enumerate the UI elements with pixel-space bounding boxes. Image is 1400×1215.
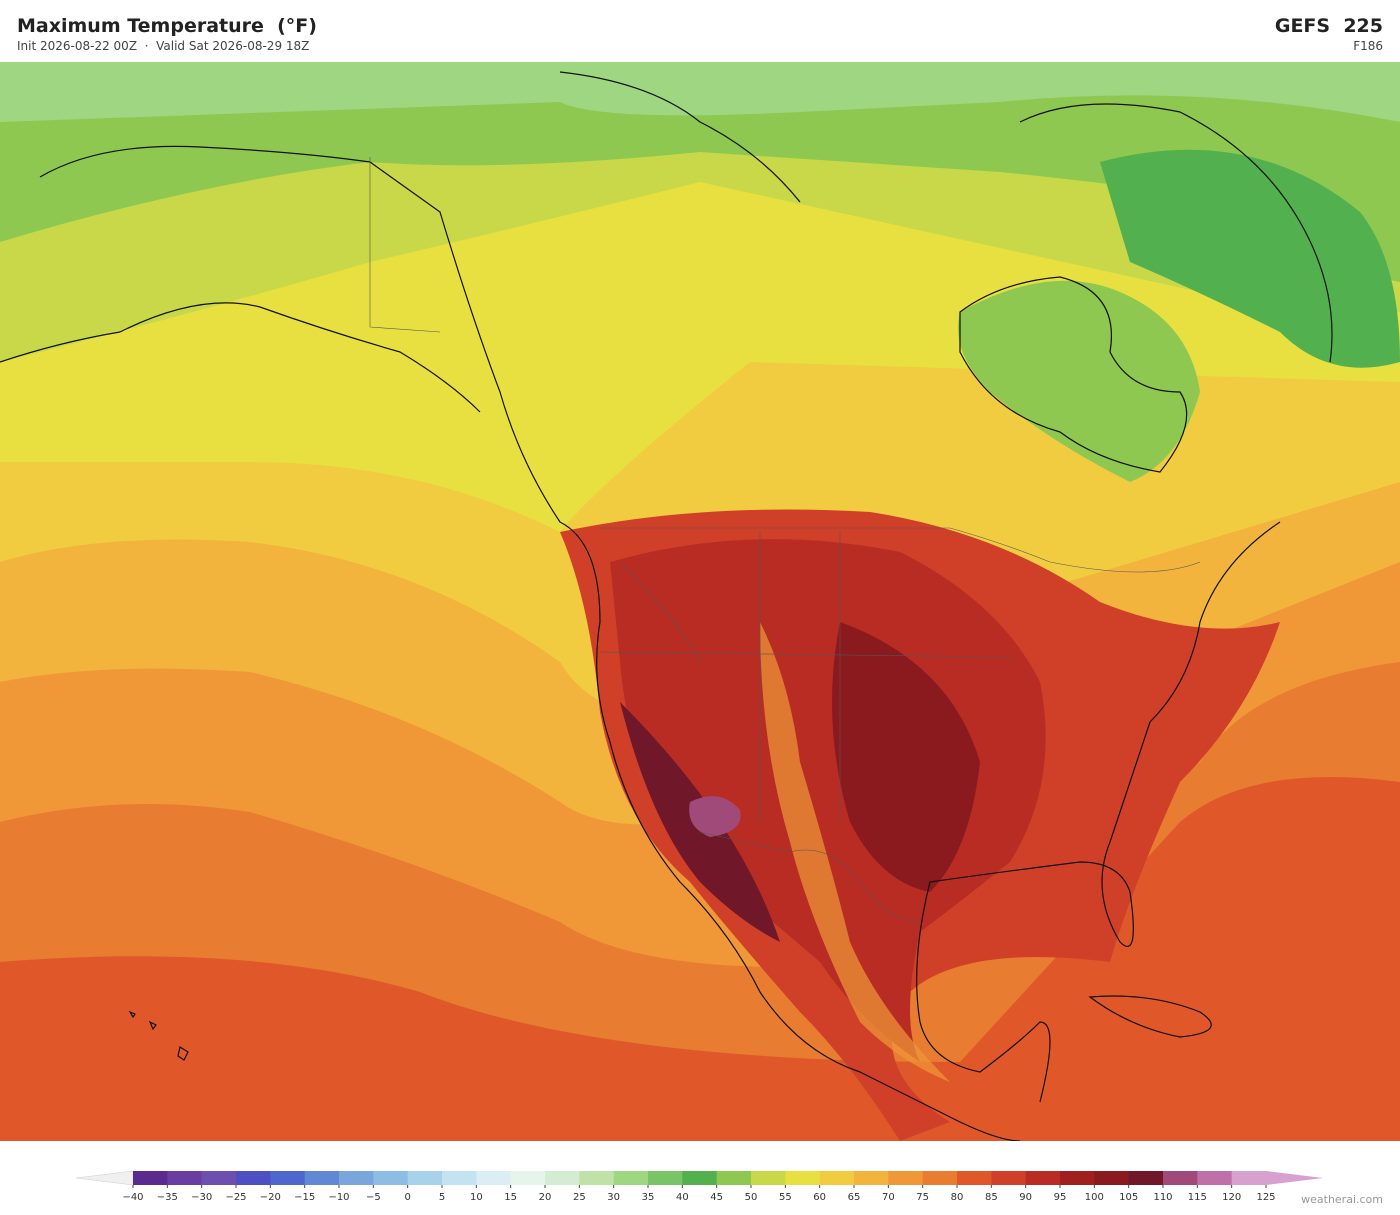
colorbar-swatch xyxy=(751,1171,786,1185)
colorbar-swatch xyxy=(922,1171,958,1185)
colorbar-swatch xyxy=(270,1171,306,1185)
colorbar-swatch xyxy=(613,1171,649,1185)
colorbar-swatch xyxy=(304,1171,340,1185)
colorbar-tick-label: 110 xyxy=(1153,1192,1172,1203)
colorbar-tick-label: 75 xyxy=(916,1192,929,1203)
temp-zone xyxy=(760,622,950,1082)
colorbar-tick-label: 25 xyxy=(573,1192,586,1203)
colorbar-swatch xyxy=(407,1171,443,1185)
credit: weatherai.com xyxy=(1301,1193,1383,1206)
colorbar-tick-label: 95 xyxy=(1054,1192,1067,1203)
colorbar-tick-label: 50 xyxy=(745,1192,758,1203)
colorbar-tick-label: −40 xyxy=(122,1192,143,1203)
colorbar-swatch xyxy=(957,1171,992,1185)
colorbar-tick-label: 80 xyxy=(951,1192,964,1203)
colorbar-tick-label: 60 xyxy=(813,1192,826,1203)
colorbar-swatch xyxy=(1094,1171,1130,1185)
colorbar-tick-label: 40 xyxy=(676,1192,689,1203)
colorbar: −40 −35 −30 −25 −20 −15 −10 −5 0 5 10 15 20 25 30 35 40 4… xyxy=(75,1170,1323,1203)
colorbar-swatch xyxy=(339,1171,374,1185)
colorbar-swatch xyxy=(991,1171,1027,1185)
colorbar-tick-label: −5 xyxy=(366,1192,381,1203)
colorbar-swatch xyxy=(1060,1171,1095,1185)
colorbar-tick-label: 85 xyxy=(985,1192,998,1203)
colorbar-tick-label: 0 xyxy=(404,1192,410,1203)
colorbar-swatch xyxy=(545,1171,580,1185)
model-name: GEFS 225 xyxy=(1274,15,1383,37)
coastline xyxy=(0,71,1333,1141)
colorbar-tick-label: 115 xyxy=(1188,1192,1207,1203)
colorbar-swatch xyxy=(510,1171,546,1185)
colorbar-swatch xyxy=(819,1171,855,1185)
forecast-hour: F186 xyxy=(1353,39,1383,53)
colorbar-swatch xyxy=(476,1171,512,1185)
colorbar-swatch xyxy=(373,1171,409,1185)
colorbar-tick-label: −20 xyxy=(260,1192,281,1203)
colorbar-tick-label: 20 xyxy=(539,1192,552,1203)
colorbar-tick-label: 30 xyxy=(607,1192,620,1203)
map xyxy=(0,62,1400,1141)
colorbar-swatch xyxy=(133,1171,168,1185)
colorbar-swatch xyxy=(1163,1171,1198,1185)
colorbar-swatch xyxy=(682,1171,718,1185)
colorbar-swatch xyxy=(716,1171,752,1185)
borders xyxy=(369,157,1201,923)
colorbar-swatch xyxy=(201,1171,237,1185)
colorbar-tick-label: −15 xyxy=(294,1192,315,1203)
colorbar-swatch xyxy=(854,1171,889,1185)
colorbar-swatch xyxy=(648,1171,683,1185)
colorbar-tick-label: 5 xyxy=(439,1192,445,1203)
colorbar-tick-label: 120 xyxy=(1222,1192,1241,1203)
colorbar-tick-label: 10 xyxy=(470,1192,483,1203)
colorbar-swatch xyxy=(1231,1171,1267,1185)
colorbar-swatch xyxy=(442,1171,477,1185)
colorbar-tick-label: 45 xyxy=(710,1192,723,1203)
colorbar-tick-label: −25 xyxy=(225,1192,246,1203)
colorbar-tick-label: 55 xyxy=(779,1192,792,1203)
colorbar-tick-label: 35 xyxy=(642,1192,655,1203)
colorbar-tick-label: 125 xyxy=(1256,1192,1275,1203)
colorbar-swatch xyxy=(579,1171,615,1185)
colorbar-tick-label: 15 xyxy=(504,1192,517,1203)
colorbar-swatch xyxy=(1025,1171,1061,1185)
colorbar-tick-label: 105 xyxy=(1119,1192,1138,1203)
colorbar-over xyxy=(1266,1171,1323,1185)
colorbar-swatch xyxy=(1197,1171,1233,1185)
temp-zone xyxy=(958,280,1200,482)
colorbar-under xyxy=(75,1170,134,1186)
title: Maximum Temperature (°F) xyxy=(17,15,317,37)
temp-zone xyxy=(610,539,1046,1062)
colorbar-tick-label: −30 xyxy=(191,1192,212,1203)
colorbar-swatch xyxy=(888,1171,924,1185)
subtitle: Init 2026-08-22 00Z · Valid Sat 2026-08-… xyxy=(17,39,310,53)
temp-zone xyxy=(0,62,1400,282)
colorbar-tick-label: 90 xyxy=(1019,1192,1032,1203)
colorbar-tick-label: 65 xyxy=(848,1192,861,1203)
colorbar-swatch xyxy=(1128,1171,1164,1185)
colorbar-swatch xyxy=(167,1171,203,1185)
colorbar-tick-label: −10 xyxy=(328,1192,349,1203)
temp-zone xyxy=(1100,149,1400,368)
temp-zone xyxy=(0,62,1400,122)
colorbar-tick-label: −35 xyxy=(157,1192,178,1203)
colorbar-tick-label: 100 xyxy=(1085,1192,1104,1203)
colorbar-swatch xyxy=(785,1171,821,1185)
colorbar-swatch xyxy=(236,1171,271,1185)
temp-zone xyxy=(689,796,741,837)
temp-zone xyxy=(832,622,980,892)
colorbar-tick-label: 70 xyxy=(882,1192,895,1203)
